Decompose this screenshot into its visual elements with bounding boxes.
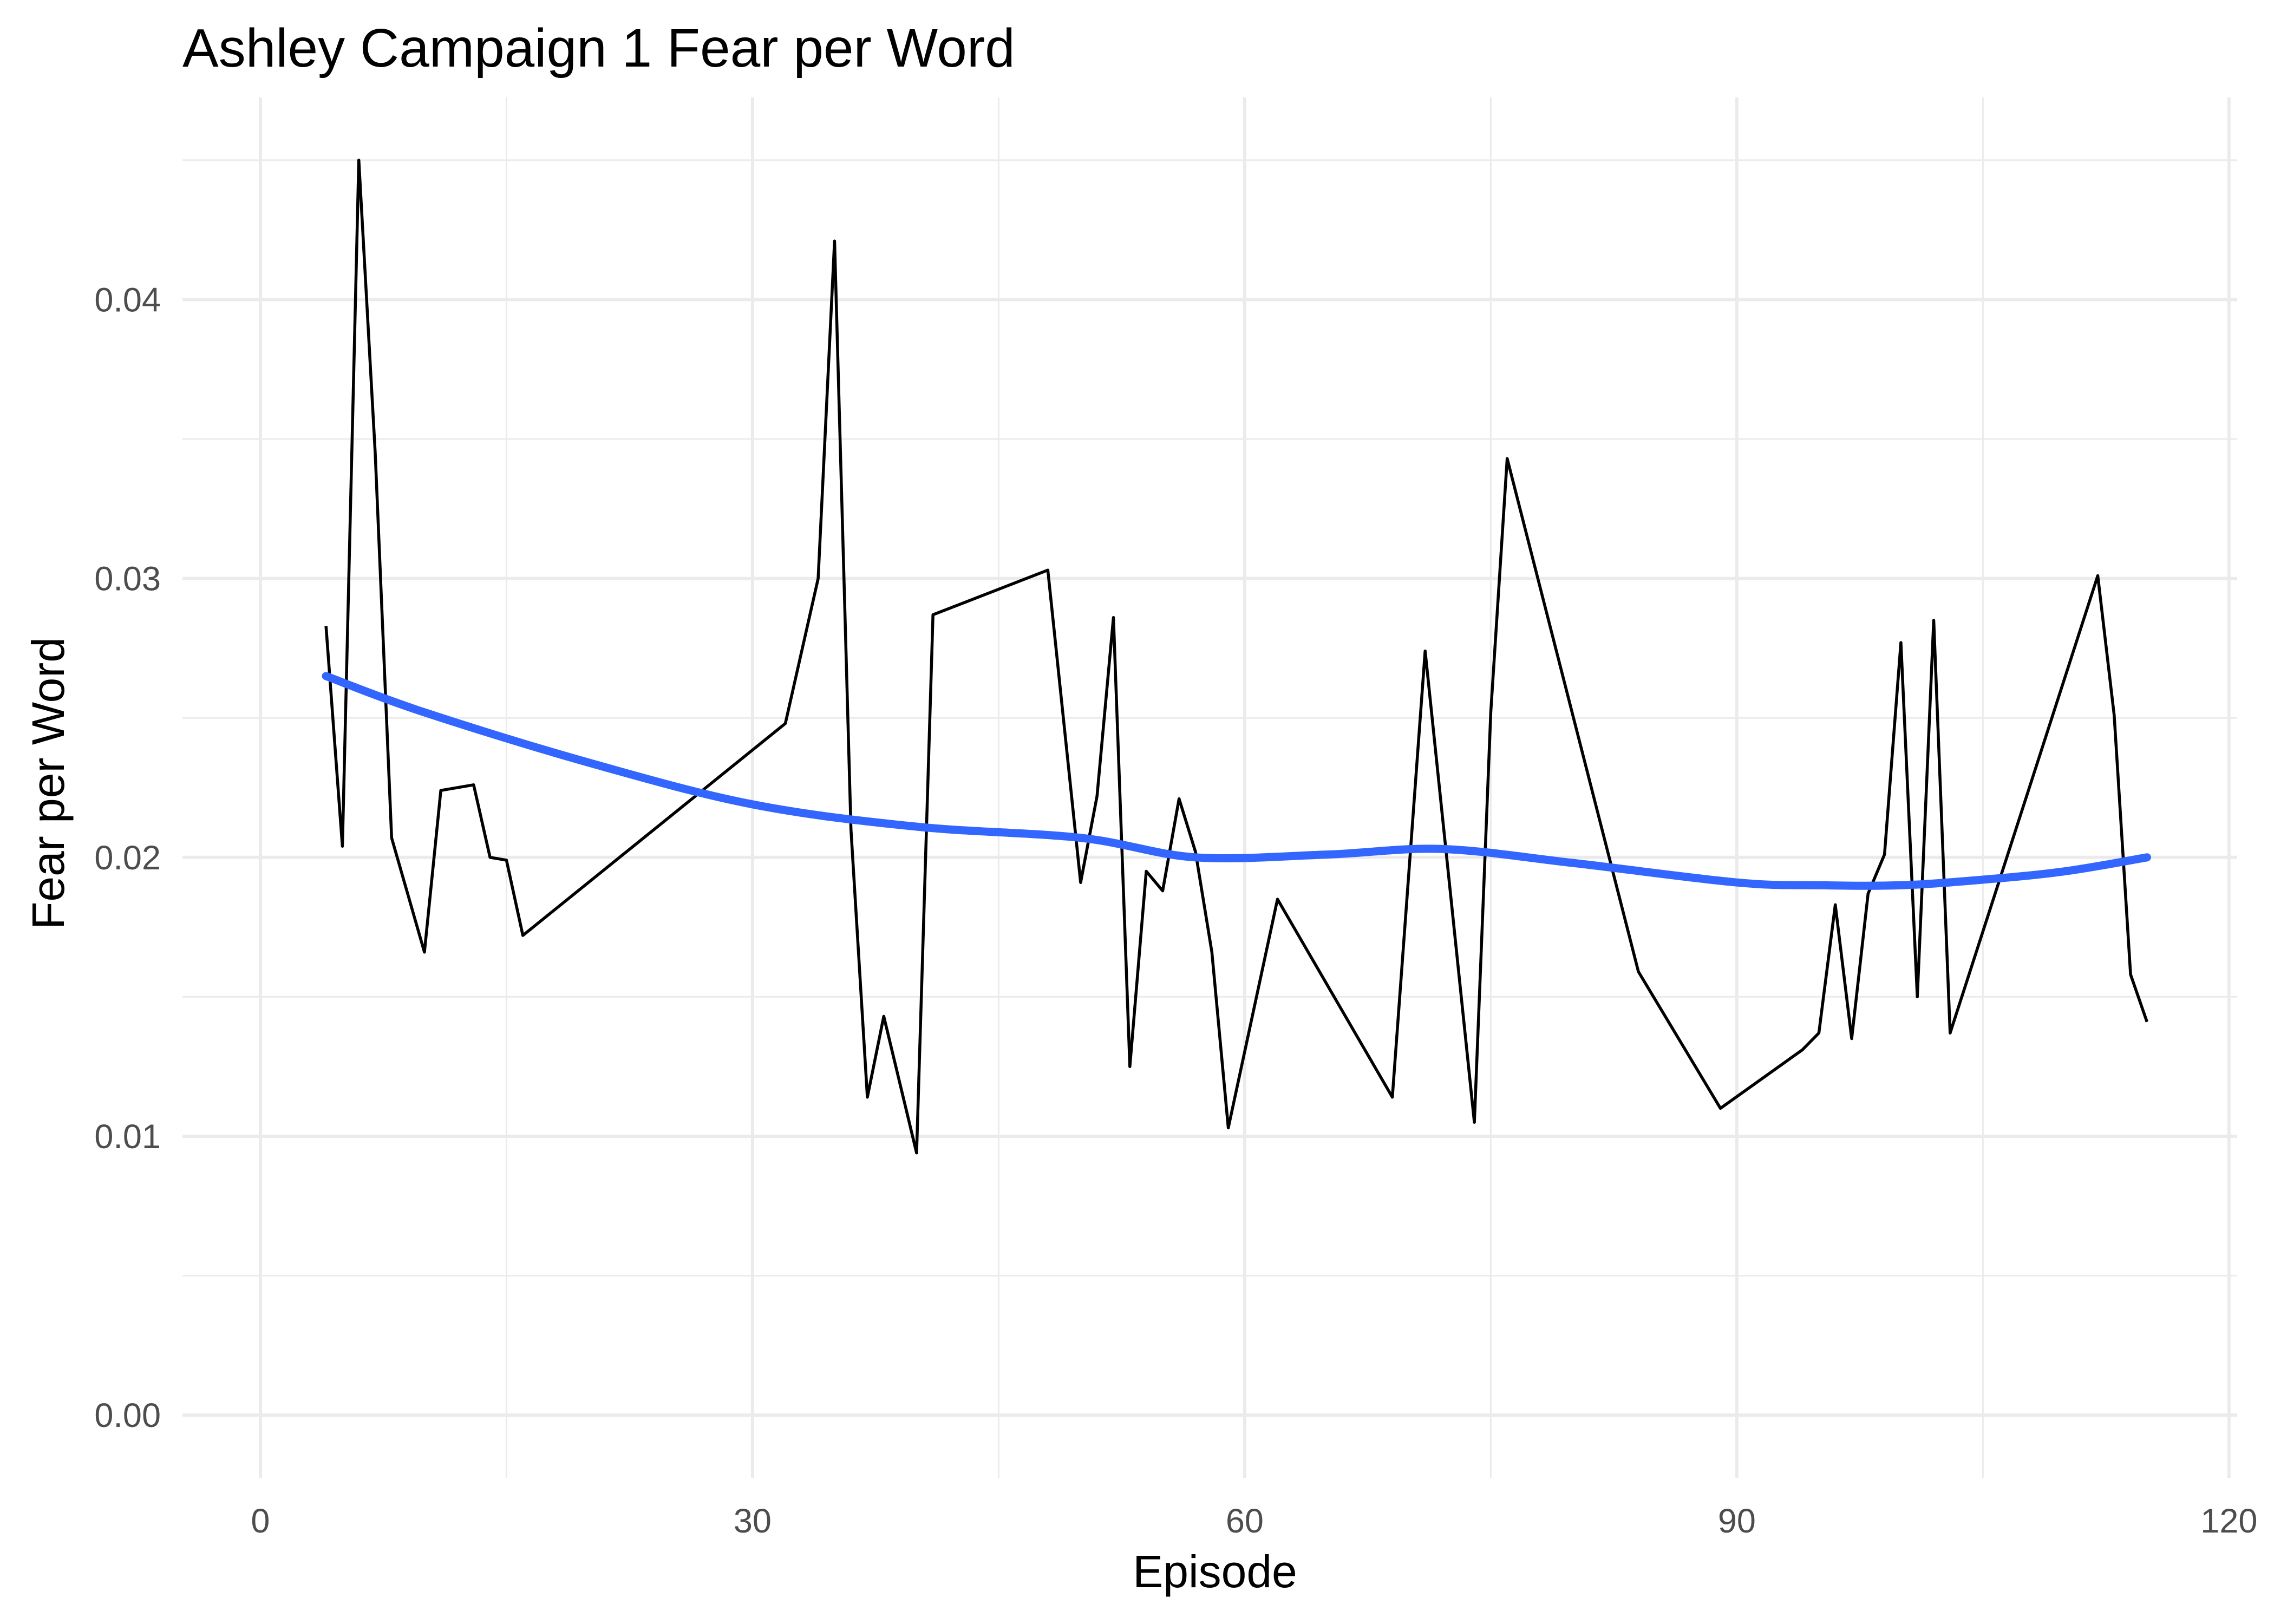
y-axis-tick-labels: 0.00 0.01 0.02 0.03 0.04 xyxy=(94,281,161,1435)
x-axis-tick-labels: 0 30 60 90 120 xyxy=(251,1502,2257,1540)
y-tick-label: 0.00 xyxy=(94,1397,161,1435)
series-layer xyxy=(322,159,2151,1155)
x-tick-label: 60 xyxy=(1226,1502,1264,1540)
chart-title: Ashley Campaign 1 Fear per Word xyxy=(182,18,1015,78)
y-tick-label: 0.04 xyxy=(94,281,161,319)
y-tick-label: 0.02 xyxy=(94,839,161,877)
series-line-smoothed-trend xyxy=(322,672,2151,890)
x-axis-title: Episode xyxy=(1133,1546,1297,1597)
major-gridlines-x xyxy=(258,97,2231,1478)
x-tick-label: 120 xyxy=(2200,1502,2257,1540)
minor-gridlines-y xyxy=(182,159,2237,1277)
x-tick-label: 90 xyxy=(1718,1502,1756,1540)
y-tick-label: 0.01 xyxy=(94,1118,161,1156)
y-axis-title: Fear per Word xyxy=(23,637,74,929)
x-tick-label: 30 xyxy=(734,1502,772,1540)
minor-gridlines-x xyxy=(505,97,1984,1478)
y-tick-label: 0.03 xyxy=(94,560,161,598)
series-line-fear-per-word xyxy=(324,159,2148,1155)
x-tick-label: 0 xyxy=(251,1502,270,1540)
